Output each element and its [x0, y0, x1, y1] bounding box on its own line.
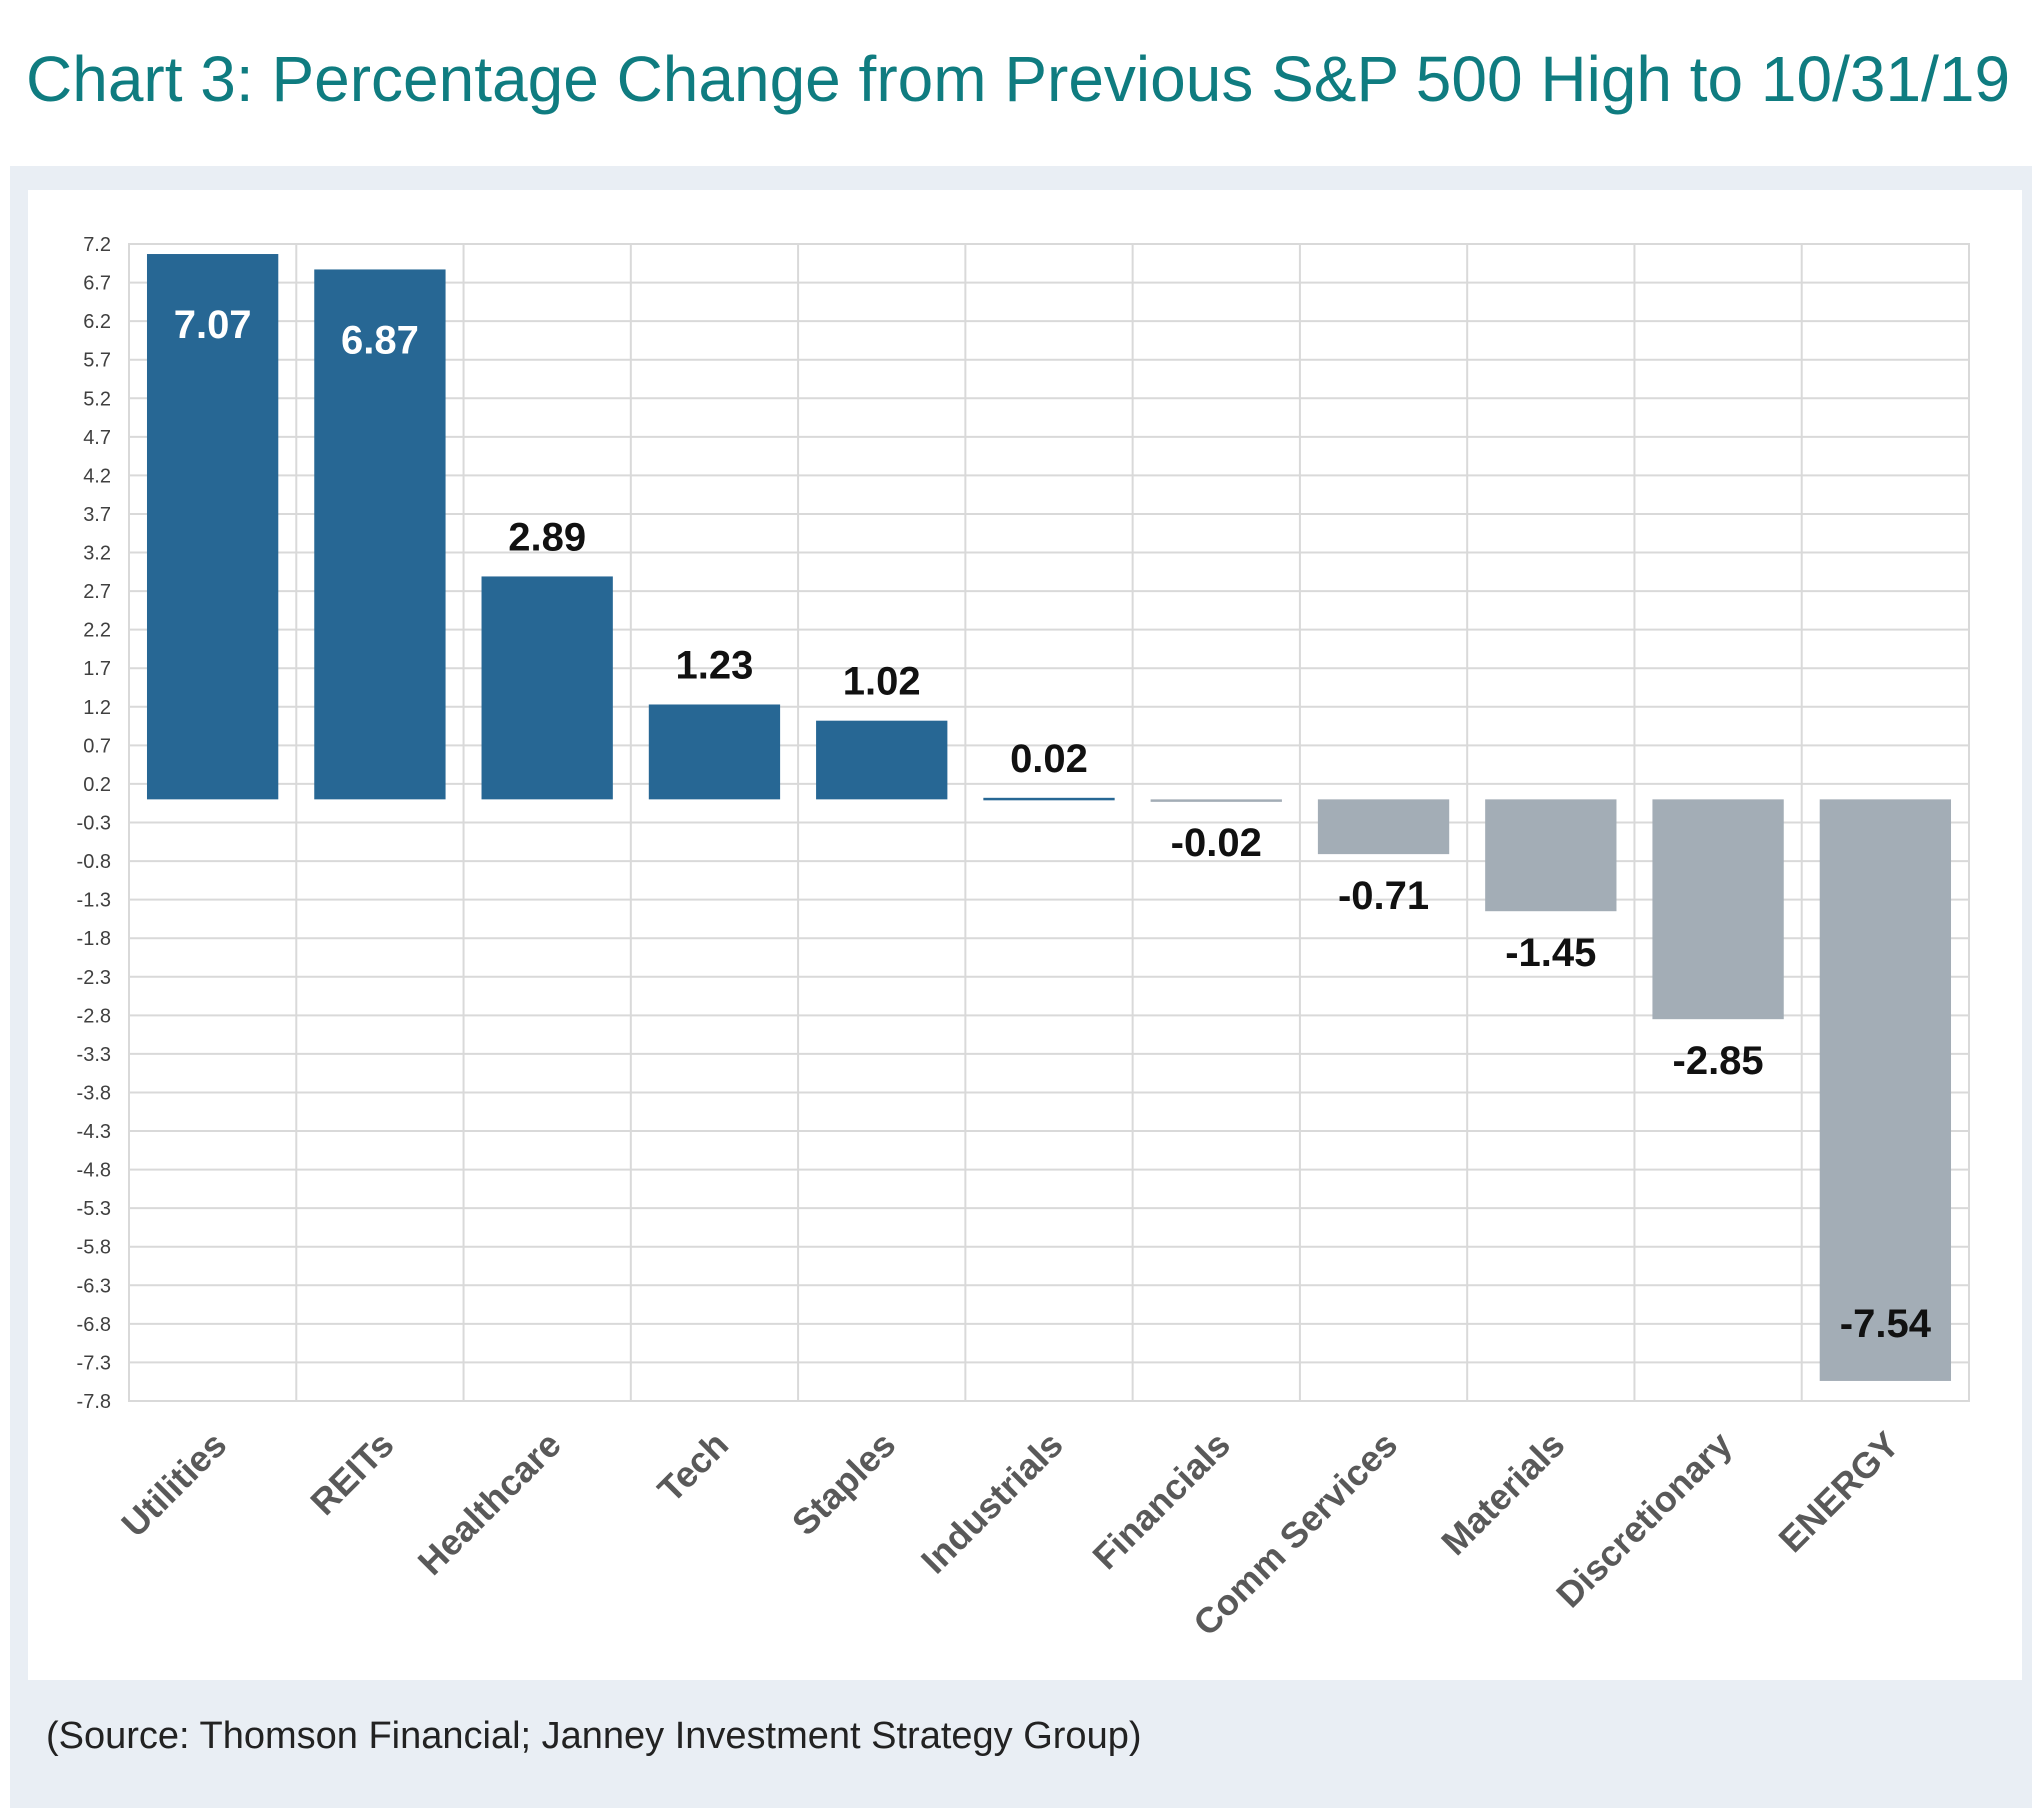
y-tick-label: 1.2	[83, 697, 111, 719]
data-label: -0.02	[1171, 821, 1262, 865]
y-tick-label: 4.7	[83, 427, 111, 449]
category-label: Healthcare	[410, 1424, 569, 1583]
bar-energy	[1819, 799, 1952, 1381]
category-label: Industrials	[913, 1424, 1071, 1582]
bar-discretionary	[1652, 799, 1784, 1020]
bar-tech	[648, 704, 781, 800]
y-tick-label: 3.7	[83, 504, 111, 526]
data-label: 1.23	[676, 643, 754, 687]
bar-industrials	[983, 797, 1115, 801]
y-tick-label: -2.3	[77, 967, 111, 989]
y-tick-label: 4.2	[83, 465, 111, 487]
bar-utilities	[146, 254, 279, 800]
category-label: Utilities	[113, 1424, 234, 1545]
y-tick-label: -1.8	[77, 928, 111, 950]
category-label: Staples	[784, 1424, 904, 1544]
data-label: 0.02	[1010, 737, 1088, 781]
plot-border	[128, 243, 1970, 1402]
bar-staples	[816, 720, 948, 800]
y-tick-label: 5.7	[83, 350, 111, 372]
data-label: 1.02	[843, 660, 921, 704]
page-title: Chart 3: Percentage Change from Previous…	[26, 43, 2011, 115]
y-tick-label: -2.8	[77, 1005, 111, 1027]
data-label: -1.45	[1505, 931, 1596, 975]
y-tick-label: -6.8	[77, 1314, 111, 1336]
y-tick-label: 1.7	[83, 658, 111, 680]
data-label: 6.87	[341, 318, 419, 362]
data-label: -0.71	[1338, 874, 1429, 918]
y-tick-label: 5.2	[83, 388, 111, 410]
y-tick-label: 2.7	[83, 581, 111, 603]
category-label: Materials	[1433, 1424, 1572, 1563]
y-tick-label: -5.3	[77, 1198, 111, 1220]
y-tick-label: -3.3	[77, 1044, 111, 1066]
y-tick-label: -4.8	[77, 1160, 111, 1182]
y-tick-label: 3.2	[83, 543, 111, 565]
bar-comm-services	[1317, 799, 1450, 855]
y-tick-label: 6.2	[83, 311, 111, 333]
bar-materials	[1485, 799, 1617, 912]
data-label: 2.89	[508, 515, 586, 559]
y-tick-label: -1.3	[77, 890, 111, 912]
category-label: Tech	[650, 1424, 737, 1511]
y-tick-label: 7.2	[83, 234, 111, 256]
y-tick-label: -7.8	[77, 1391, 111, 1413]
category-label: Discretionary	[1548, 1424, 1740, 1616]
category-label: Financials	[1084, 1424, 1237, 1577]
y-tick-label: -0.8	[77, 851, 111, 873]
bar-reits	[314, 269, 446, 800]
y-tick-label: -5.8	[77, 1237, 111, 1259]
data-label: 7.07	[174, 303, 252, 347]
bar-healthcare	[481, 576, 613, 800]
y-tick-label: 0.2	[83, 774, 111, 796]
data-label: -7.54	[1840, 1302, 1932, 1346]
y-tick-label: -4.3	[77, 1121, 111, 1143]
y-tick-label: -3.8	[77, 1082, 111, 1104]
y-tick-label: -0.3	[77, 813, 111, 835]
y-tick-label: 0.7	[83, 735, 111, 757]
category-label: ENERGY	[1771, 1424, 1908, 1561]
category-label: REITs	[302, 1424, 401, 1523]
y-tick-label: 2.2	[83, 620, 111, 642]
data-label: -2.85	[1673, 1039, 1764, 1083]
bar-financials	[1150, 799, 1282, 802]
source-note: (Source: Thomson Financial; Janney Inves…	[46, 1715, 1142, 1757]
y-tick-label: -7.3	[77, 1352, 111, 1374]
y-tick-label: 6.7	[83, 273, 111, 295]
y-tick-label: -6.3	[77, 1275, 111, 1297]
